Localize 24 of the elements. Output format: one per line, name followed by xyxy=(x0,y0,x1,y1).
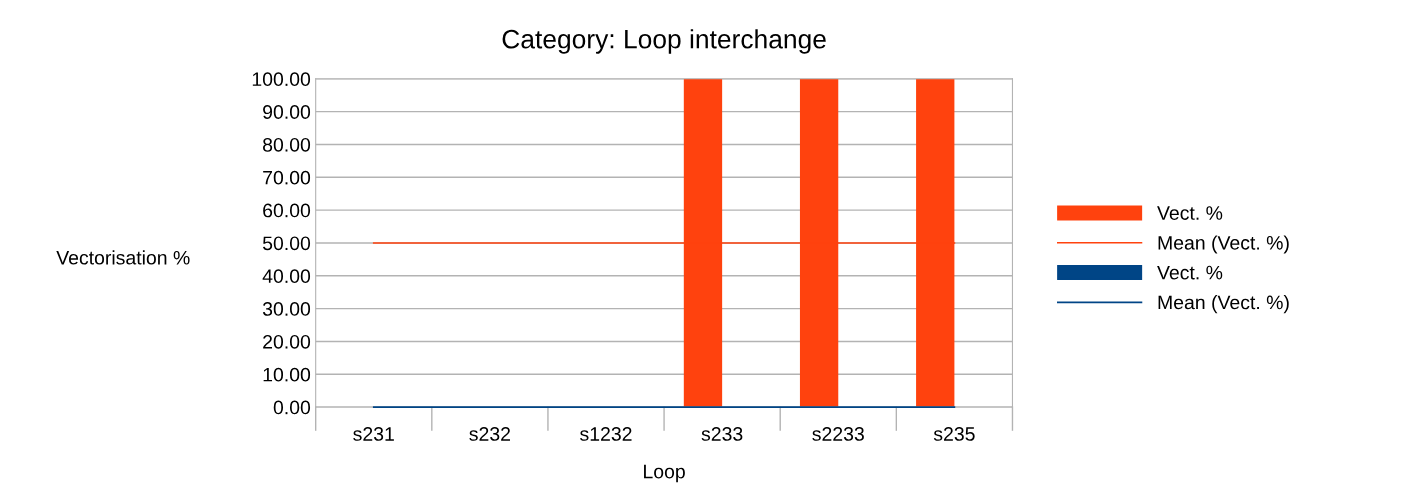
y-tick-label: 80.00 xyxy=(263,137,311,152)
legend-label: Mean (Vect. %) xyxy=(1158,295,1289,314)
y-tick-label: 10.00 xyxy=(263,367,311,382)
y-tick-label: 20.00 xyxy=(263,334,311,349)
x-tick-label: s233 xyxy=(701,427,743,441)
y-tick-label: 50.00 xyxy=(262,236,311,251)
y-tick-label: 30.00 xyxy=(262,302,311,316)
y-tick-label: 100.00 xyxy=(252,72,311,87)
y-tick-label: 0.00 xyxy=(273,400,311,415)
y-tick-label: 40.00 xyxy=(262,269,311,284)
x-tick-label: s1232 xyxy=(580,427,632,441)
chart-title: Category: Loop interchange xyxy=(502,29,826,54)
legend-label: Mean (Vect. %) xyxy=(1158,235,1289,254)
y-axis-title: Vectorisation % xyxy=(56,250,190,265)
legend-label: Vect. % xyxy=(1157,206,1223,220)
y-tick-label: 70.00 xyxy=(263,170,311,185)
legend-label: Vect. % xyxy=(1157,265,1223,280)
x-tick-label: s231 xyxy=(353,427,394,441)
x-tick-label: s235 xyxy=(933,427,975,441)
x-tick-label: s2233 xyxy=(812,427,864,441)
y-tick-label: 60.00 xyxy=(263,203,311,218)
x-axis-title: Loop xyxy=(644,464,685,483)
y-tick-label: 90.00 xyxy=(263,105,311,119)
x-tick-label: s232 xyxy=(469,427,510,441)
